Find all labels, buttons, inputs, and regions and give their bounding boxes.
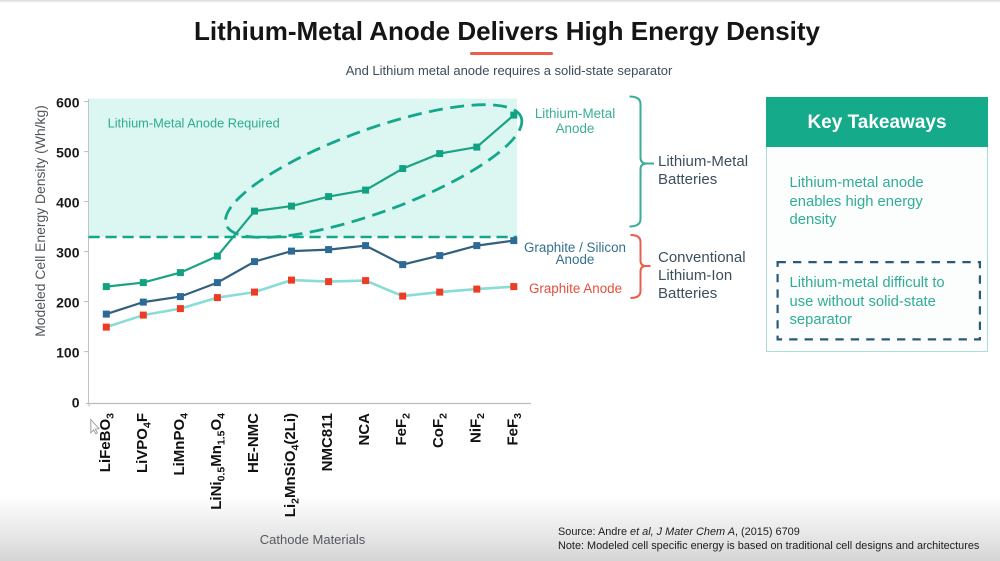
svg-text:100: 100	[56, 345, 80, 361]
svg-text:FeF3: FeF3	[504, 413, 524, 446]
svg-text:LiNi0.5Mn1.5O4: LiNi0.5Mn1.5O4	[208, 413, 228, 510]
svg-text:CoF2: CoF2	[430, 413, 450, 448]
svg-text:200: 200	[56, 295, 80, 311]
svg-text:500: 500	[56, 145, 80, 161]
svg-text:Li2MnSiO4(2Li): Li2MnSiO4(2Li)	[282, 413, 302, 517]
svg-text:400: 400	[56, 195, 80, 211]
svg-text:NCA: NCA	[356, 413, 373, 446]
svg-text:600: 600	[56, 95, 80, 111]
svg-text:LiMnPO4: LiMnPO4	[171, 413, 191, 476]
svg-text:NiF2: NiF2	[467, 413, 487, 443]
svg-text:300: 300	[56, 245, 80, 261]
svg-text:Modeled Cell Energy Density (W: Modeled Cell Energy Density (Wh/kg)	[32, 105, 48, 337]
svg-text:LiVPO4F: LiVPO4F	[134, 413, 154, 473]
svg-text:0: 0	[72, 395, 80, 411]
svg-text:HE-NMC: HE-NMC	[245, 413, 262, 473]
svg-text:Lithium-Metal Anode Required: Lithium-Metal Anode Required	[108, 115, 280, 130]
svg-text:NMC811: NMC811	[319, 413, 336, 471]
svg-text:FeF2: FeF2	[393, 413, 413, 446]
svg-text:LiFeBO3: LiFeBO3	[97, 413, 117, 472]
